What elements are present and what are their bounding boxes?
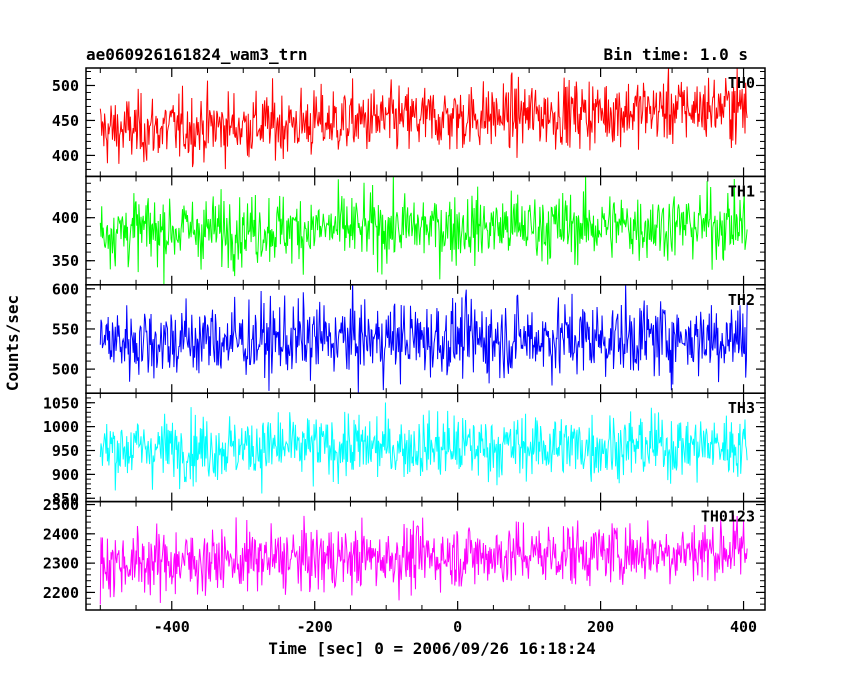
- panel-th1: 350 400 TH1: [52, 175, 766, 286]
- y-tick-label: 850: [52, 490, 79, 508]
- panel-label: TH2: [728, 291, 755, 309]
- panels-group: 400 450 500 TH0 350 400 TH1 500 550 600 TH2 850 900 9…: [43, 67, 766, 611]
- y-tick-label: 550: [52, 320, 79, 338]
- series-line-th3: [99, 402, 748, 494]
- x-tick-label: 0: [453, 618, 462, 636]
- y-tick-label: 900: [52, 466, 79, 484]
- panel-label: TH3: [728, 399, 755, 417]
- x-axis: -400 -200 0 200 400: [154, 618, 757, 636]
- y-tick-label: 400: [52, 209, 79, 227]
- y-tick-label: 2400: [43, 525, 79, 543]
- y-tick-label: 1050: [43, 394, 79, 412]
- y-tick-label: 350: [52, 252, 79, 270]
- panel-th3: 850 900 950 1000 1050 TH3: [43, 392, 766, 508]
- panel-frame: [85, 500, 766, 611]
- panel-frame: [85, 284, 766, 394]
- panel-frame: [85, 175, 766, 286]
- panel-th0123: 2200 2300 2400 2500 TH0123: [43, 496, 766, 611]
- series-line-th1: [99, 176, 748, 285]
- panel-label: TH0123: [701, 508, 755, 526]
- panel-th0: 400 450 500 TH0: [52, 67, 766, 178]
- y-tick-label: 2300: [43, 555, 79, 573]
- chart-title: ae060926161824_wam3_trn: [86, 45, 308, 64]
- x-tick-label: -400: [154, 618, 190, 636]
- y-tick-label: 600: [52, 280, 79, 298]
- panel-th2: 500 550 600 TH2: [52, 280, 766, 394]
- y-tick-label: 400: [52, 147, 79, 165]
- series-line-th2: [99, 284, 748, 393]
- y-tick-label: 2200: [43, 584, 79, 602]
- y-tick-label: 950: [52, 442, 79, 460]
- panel-label: TH0: [728, 74, 755, 92]
- y-tick-label: 2500: [43, 496, 79, 514]
- y-tick-label: 1000: [43, 418, 79, 436]
- y-tick-label: 500: [52, 361, 79, 379]
- bin-time-label: Bin time: 1.0 s: [604, 45, 749, 64]
- y-axis-label: Counts/sec: [3, 295, 22, 391]
- x-axis-label: Time [sec] 0 = 2006/09/26 16:18:24: [268, 639, 596, 658]
- x-tick-label: -200: [297, 618, 333, 636]
- x-tick-label: 400: [730, 618, 757, 636]
- y-tick-label: 500: [52, 77, 79, 95]
- panel-label: TH1: [728, 182, 755, 200]
- x-tick-label: 200: [587, 618, 614, 636]
- series-line-th0123: [99, 514, 748, 605]
- series-line-th0: [99, 68, 748, 170]
- y-tick-label: 450: [52, 112, 79, 130]
